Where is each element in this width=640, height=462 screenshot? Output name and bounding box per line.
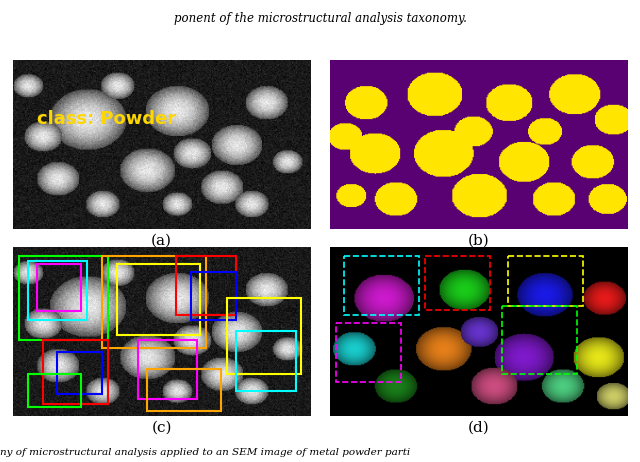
Bar: [138, 340, 197, 399]
Bar: [177, 255, 236, 315]
Bar: [36, 264, 81, 311]
Bar: [117, 264, 200, 335]
Bar: [502, 306, 577, 374]
Bar: [236, 332, 296, 390]
Bar: [335, 323, 401, 382]
Text: ponent of the microstructural analysis taxonomy.: ponent of the microstructural analysis t…: [173, 12, 467, 24]
Text: (c): (c): [151, 420, 172, 434]
Bar: [28, 374, 81, 407]
Bar: [58, 352, 102, 394]
Bar: [425, 255, 490, 310]
Text: ny of microstructural analysis applied to an SEM image of metal powder parti: ny of microstructural analysis applied t…: [0, 448, 410, 457]
Text: (b): (b): [468, 233, 489, 247]
Text: class: Powder: class: Powder: [36, 110, 176, 128]
Bar: [191, 273, 236, 320]
Bar: [227, 298, 301, 374]
Bar: [19, 255, 108, 340]
Bar: [147, 369, 221, 411]
Bar: [508, 255, 582, 306]
Bar: [28, 261, 87, 320]
Bar: [102, 255, 206, 348]
Bar: [42, 340, 108, 404]
Text: (d): (d): [468, 420, 489, 434]
Text: (a): (a): [151, 233, 172, 247]
Bar: [344, 255, 419, 315]
